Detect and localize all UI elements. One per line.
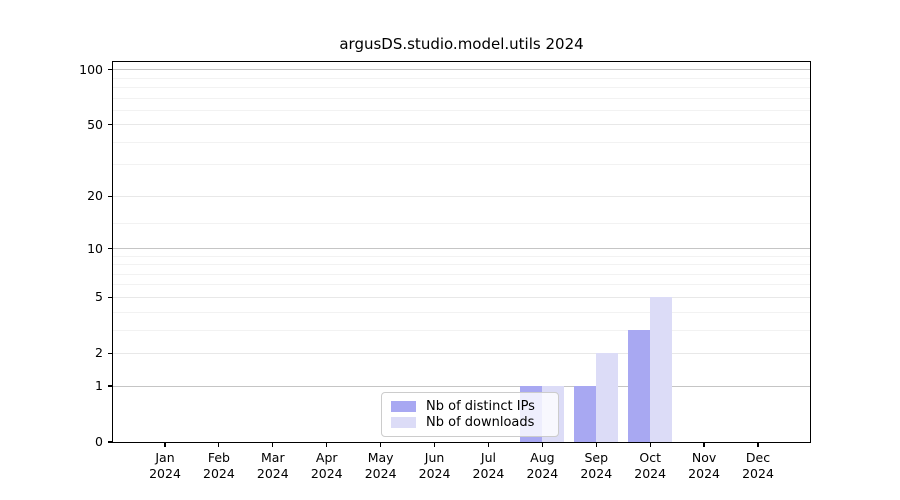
- chart-title: argusDS.studio.model.utils 2024: [339, 35, 584, 53]
- y-tick-label: 1: [95, 378, 103, 394]
- gridline: [113, 296, 810, 298]
- plot-area: [113, 62, 810, 442]
- x-tick-month: Jul: [480, 450, 496, 465]
- x-tick-label: May 2024: [349, 450, 413, 482]
- x-tick-year: 2024: [364, 466, 397, 481]
- y-tick-mark: [108, 352, 113, 354]
- gridline: [113, 124, 810, 126]
- y-tick-label: 100: [79, 61, 103, 77]
- y-tick-mark: [108, 124, 113, 126]
- x-tick-year: 2024: [688, 466, 720, 481]
- gridline-minor: [113, 284, 810, 286]
- y-tick-label: 5: [95, 289, 103, 305]
- x-tick-year: 2024: [472, 466, 505, 481]
- gridline-minor: [113, 97, 810, 99]
- gridline: [113, 69, 810, 71]
- x-tick-label: Apr 2024: [295, 450, 359, 482]
- x-tick-year: 2024: [256, 466, 289, 481]
- bar-downloads: [596, 353, 619, 442]
- legend: Nb of distinct IPs Nb of downloads: [381, 392, 559, 437]
- x-tick-month: May: [367, 450, 394, 465]
- x-tick-mark: [380, 442, 382, 447]
- x-tick-year: 2024: [418, 466, 451, 481]
- gridline-minor: [113, 77, 810, 79]
- x-tick-month: Jun: [424, 450, 445, 465]
- x-tick-year: 2024: [203, 466, 235, 481]
- x-tick-month: Apr: [315, 450, 338, 465]
- y-tick-mark: [108, 247, 113, 250]
- y-tick-mark: [108, 385, 113, 387]
- gridline: [113, 195, 810, 197]
- gridline-minor: [113, 255, 810, 257]
- gridline-minor: [113, 273, 810, 275]
- gridline-minor: [113, 311, 810, 313]
- gridline-minor: [113, 86, 810, 88]
- y-tick-mark: [108, 195, 113, 197]
- gridline-minor: [113, 164, 810, 166]
- x-tick-month: Dec: [745, 450, 771, 465]
- gridline-minor: [113, 141, 810, 143]
- gridline-minor: [113, 109, 810, 111]
- legend-swatch-distinct-ips: [391, 401, 416, 412]
- x-tick-month: Mar: [261, 450, 285, 465]
- x-tick-year: 2024: [149, 466, 181, 481]
- x-tick-label: Feb 2024: [187, 450, 251, 482]
- x-tick-year: 2024: [526, 466, 559, 481]
- x-tick-month: Feb: [207, 450, 230, 465]
- x-tick-mark: [164, 442, 166, 447]
- x-tick-label: Dec 2024: [726, 450, 790, 482]
- legend-swatch-downloads: [391, 417, 416, 428]
- x-tick-month: Oct: [639, 450, 661, 465]
- legend-label-distinct-ips: Nb of distinct IPs: [426, 399, 535, 414]
- x-tick-month: Sep: [584, 450, 609, 465]
- legend-item-downloads: Nb of downloads: [391, 415, 549, 430]
- x-tick-mark: [433, 442, 436, 447]
- x-tick-year: 2024: [634, 466, 667, 481]
- x-tick-label: Sep 2024: [564, 450, 628, 482]
- gridline: [113, 385, 810, 387]
- x-tick-label: Jun 2024: [403, 450, 467, 482]
- x-tick-month: Nov: [691, 450, 717, 465]
- x-tick-mark: [541, 442, 543, 447]
- x-tick-label: Nov 2024: [672, 450, 736, 482]
- y-tick-mark: [108, 441, 113, 443]
- gridline-minor: [113, 222, 810, 224]
- y-tick-label: 2: [95, 345, 103, 361]
- bar-downloads: [650, 297, 673, 442]
- gridline: [113, 352, 810, 354]
- bar-distinct-ips: [628, 330, 651, 442]
- x-tick-month: Aug: [530, 450, 555, 465]
- x-tick-year: 2024: [580, 466, 613, 481]
- gridline: [113, 248, 810, 250]
- x-tick-label: Oct 2024: [618, 450, 682, 482]
- x-tick-mark: [703, 442, 705, 447]
- bar-distinct-ips: [574, 386, 597, 442]
- x-tick-month: Jan: [155, 450, 175, 465]
- x-tick-mark: [487, 442, 490, 447]
- x-tick-mark: [326, 442, 328, 447]
- x-tick-label: Jul 2024: [456, 450, 520, 482]
- gridline-minor: [113, 329, 810, 331]
- y-tick-label: 10: [87, 240, 103, 256]
- legend-label-downloads: Nb of downloads: [426, 415, 535, 430]
- y-tick-mark: [108, 296, 113, 298]
- x-tick-mark: [272, 442, 274, 447]
- x-tick-mark: [649, 442, 651, 447]
- x-tick-year: 2024: [742, 466, 774, 481]
- x-tick-label: Jan 2024: [133, 450, 197, 482]
- x-tick-mark: [757, 442, 759, 447]
- x-tick-mark: [595, 442, 597, 447]
- x-tick-label: Mar 2024: [241, 450, 305, 482]
- y-tick-label: 50: [87, 116, 103, 132]
- y-tick-label: 0: [95, 434, 103, 449]
- gridline-minor: [113, 264, 810, 266]
- legend-item-distinct-ips: Nb of distinct IPs: [391, 399, 549, 414]
- x-tick-year: 2024: [310, 466, 343, 481]
- y-tick-label: 20: [87, 188, 103, 204]
- x-tick-label: Aug 2024: [510, 450, 574, 482]
- y-tick-mark: [108, 69, 113, 71]
- x-tick-mark: [218, 442, 220, 447]
